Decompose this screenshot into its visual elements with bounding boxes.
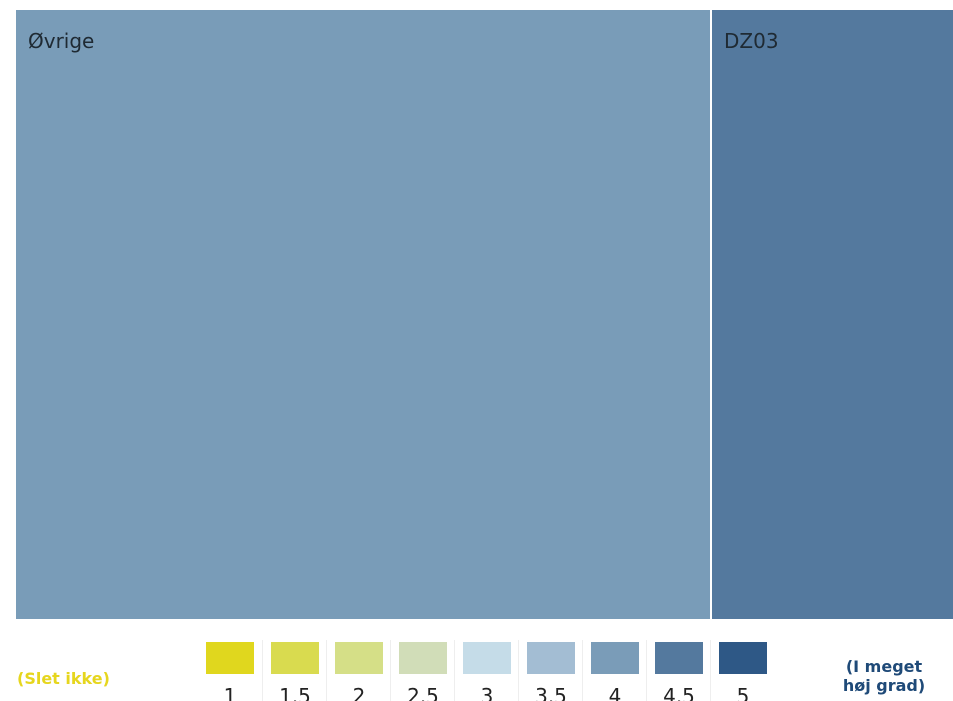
legend-tick-label: 4 <box>608 684 622 701</box>
legend-scale-item: 1 <box>198 640 262 701</box>
legend-swatch <box>719 642 767 674</box>
legend-scale-item: 1.5 <box>262 640 327 701</box>
legend-high-label: (I meget høj grad) <box>820 657 948 695</box>
legend-scale-item: 3.5 <box>518 640 583 701</box>
legend-tick-label: 4.5 <box>663 684 695 701</box>
legend-scale-item: 2 <box>326 640 391 701</box>
legend-swatch <box>271 642 319 674</box>
legend-tick-label: 3 <box>480 684 494 701</box>
legend-high-label-line1: (I meget <box>845 657 923 676</box>
legend-tick-label: 2.5 <box>407 684 439 701</box>
tile-label-dz03: DZ03 <box>724 29 779 53</box>
legend-tick-label: 3.5 <box>535 684 567 701</box>
legend-tick-label: 2 <box>352 684 366 701</box>
legend-tick-label: 5 <box>736 684 750 701</box>
legend-swatch <box>655 642 703 674</box>
legend-high-label-line2: høj grad) <box>842 676 926 695</box>
legend-scale-item: 5 <box>710 640 775 701</box>
color-scale-legend: 1 1.5 2 2.5 3 3.5 4 4.5 5 <box>198 640 776 701</box>
legend-tick-label: 1 <box>223 684 237 701</box>
legend-scale-item: 4 <box>582 640 647 701</box>
legend-scale-item: 2.5 <box>390 640 455 701</box>
legend-scale-item: 3 <box>454 640 519 701</box>
legend-swatch <box>206 642 254 674</box>
treemap-tile-ovrige[interactable]: Øvrige <box>16 10 710 619</box>
tile-label-ovrige: Øvrige <box>28 29 95 53</box>
treemap-chart: Øvrige DZ03 <box>16 10 953 619</box>
legend-swatch <box>335 642 383 674</box>
legend-scale-item: 4.5 <box>646 640 711 701</box>
treemap-tile-dz03[interactable]: DZ03 <box>712 10 953 619</box>
legend-swatch <box>399 642 447 674</box>
legend-tick-label: 1.5 <box>279 684 311 701</box>
legend-swatch <box>527 642 575 674</box>
legend-swatch <box>591 642 639 674</box>
legend-swatch <box>463 642 511 674</box>
legend-low-label: (Slet ikke) <box>17 669 110 688</box>
